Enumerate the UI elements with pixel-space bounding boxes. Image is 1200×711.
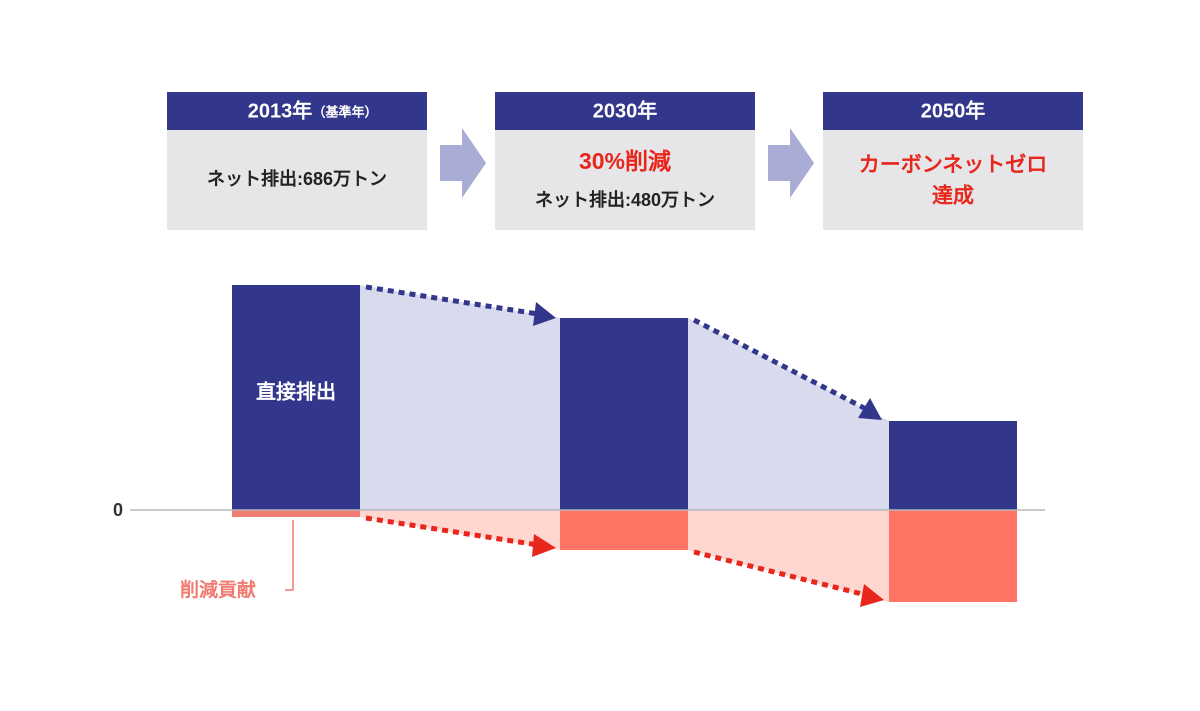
transition-area [688,510,889,602]
box-body [495,130,755,230]
arrow-head [858,398,882,420]
box: 2030年 30%削減 ネット排出:480万トン [495,92,755,230]
headline: 30%削減 [579,148,671,174]
arrow-head [860,584,884,607]
box: 2013年 （基準年） ネット排出:686万トン [167,92,427,230]
arrow-head [532,534,556,557]
year: 2050年 [921,98,986,122]
arrow-head [533,302,556,326]
emission-bar [232,285,360,510]
transition-area [360,285,560,510]
emission-bar [889,421,1017,510]
box-header [495,92,755,130]
trend-arrow [365,515,539,548]
box-body [823,130,1083,230]
headline: 達成 [932,184,974,208]
headline: カーボンネットゼロ [859,153,1048,177]
reduction-bar [232,510,360,517]
direct-label: 直接排出 [256,379,336,403]
trend-arrow [365,284,539,317]
box-header [823,92,1083,130]
detail: ネット排出:686万トン [207,168,387,189]
reduction-label: 削減貢献 [180,578,256,601]
emission-bar [560,318,688,510]
trend-arrow [693,549,867,598]
box-header [167,92,427,130]
year-note: （基準年） [312,104,377,119]
transition-area [688,318,889,510]
step-arrow [768,128,814,198]
reduction-bar [889,510,1017,602]
year: 2013年 [248,98,313,122]
year: 2030年 [593,98,658,122]
detail: ネット排出:480万トン [535,189,715,210]
box-body [167,130,427,230]
step-arrow [440,128,486,198]
leader-line [285,520,294,591]
box: 2050年 カーボンネットゼロ 達成 [823,92,1083,230]
zero-label: 0 [113,500,123,520]
reduction-bar [560,510,688,550]
